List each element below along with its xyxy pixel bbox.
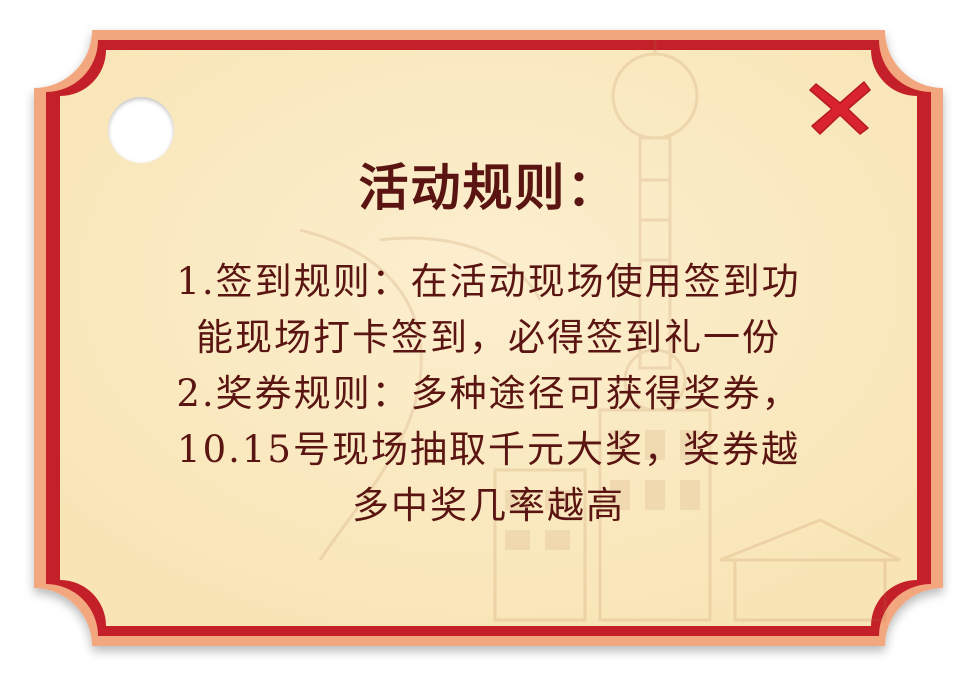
close-button[interactable] — [806, 76, 874, 138]
card-body — [60, 50, 917, 626]
close-icon — [809, 81, 871, 135]
rule-line: 1.签到规则：在活动现场使用签到功 — [176, 260, 801, 303]
dialog-title: 活动规则： — [358, 158, 619, 217]
rule-line: 多中奖几率越高 — [352, 484, 625, 527]
background-illustration — [299, 40, 901, 622]
punch-hole — [108, 97, 174, 163]
rule-line: 2.奖券规则：多种途径可获得奖券， — [176, 372, 801, 415]
rules-text: 1.签到规则：在活动现场使用签到功 能现场打卡签到，必得签到礼一份 2.奖券规则… — [100, 254, 877, 534]
rule-line: 10.15号现场抽取千元大奖，奖券越 — [177, 428, 800, 471]
background-windows — [505, 430, 700, 550]
rule-line: 能现场打卡签到，必得签到礼一份 — [196, 316, 781, 359]
